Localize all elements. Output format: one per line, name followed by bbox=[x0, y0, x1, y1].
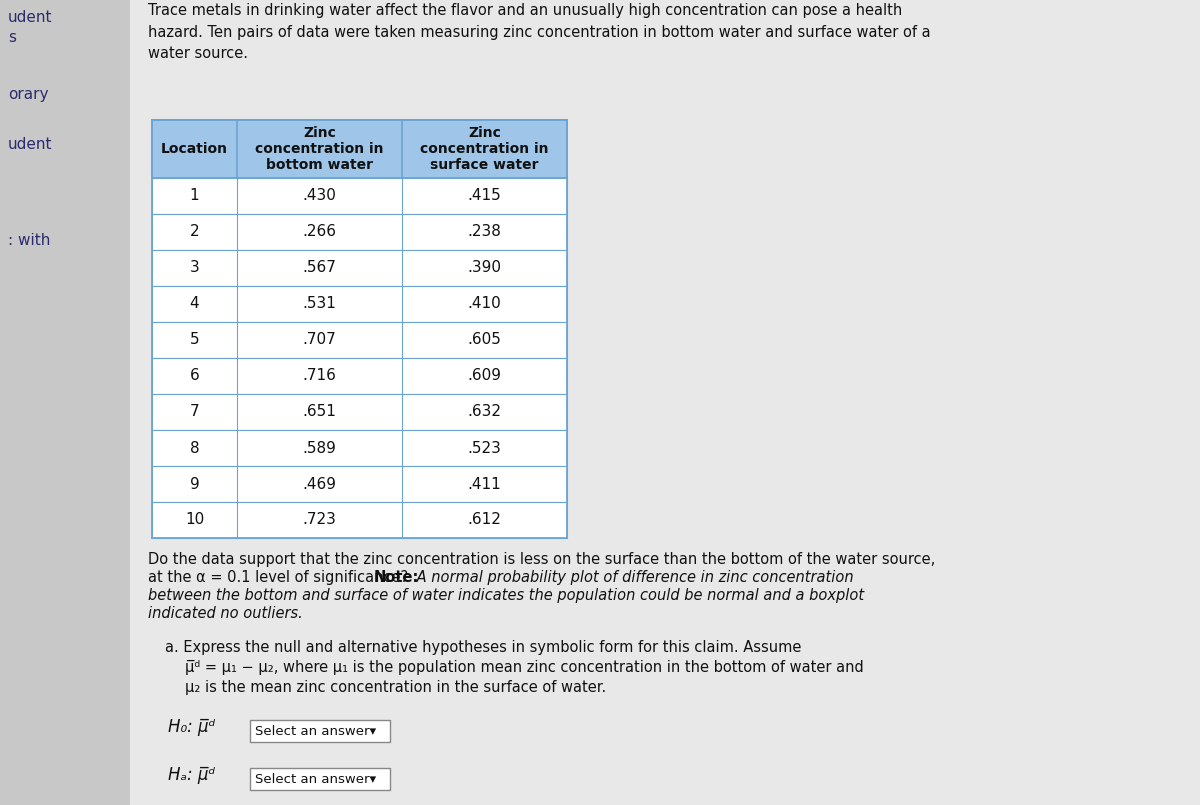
Text: between the bottom and surface of water indicates the population could be normal: between the bottom and surface of water … bbox=[148, 588, 864, 603]
Text: .415: .415 bbox=[468, 188, 502, 204]
Text: udent: udent bbox=[8, 137, 53, 152]
Text: Hₐ: μ̅ᵈ: Hₐ: μ̅ᵈ bbox=[168, 766, 215, 784]
Text: at the α = 0.1 level of significance?: at the α = 0.1 level of significance? bbox=[148, 570, 413, 585]
Bar bbox=[152, 466, 568, 502]
Text: .238: .238 bbox=[468, 225, 502, 240]
Text: .469: .469 bbox=[302, 477, 336, 492]
Text: 1: 1 bbox=[190, 188, 199, 204]
Text: Zinc
concentration in
bottom water: Zinc concentration in bottom water bbox=[256, 126, 384, 172]
Text: Zinc
concentration in
surface water: Zinc concentration in surface water bbox=[420, 126, 548, 172]
Text: 4: 4 bbox=[190, 296, 199, 312]
Text: .531: .531 bbox=[302, 296, 336, 312]
Text: 9: 9 bbox=[190, 477, 199, 492]
Text: .266: .266 bbox=[302, 225, 336, 240]
Text: .410: .410 bbox=[468, 296, 502, 312]
Text: indicated no outliers.: indicated no outliers. bbox=[148, 606, 302, 621]
Text: orary: orary bbox=[8, 87, 48, 102]
Bar bbox=[152, 214, 568, 250]
Text: H₀: μ̅ᵈ: H₀: μ̅ᵈ bbox=[168, 718, 215, 736]
Text: .612: .612 bbox=[468, 513, 502, 527]
Bar bbox=[0, 0, 130, 805]
Text: .430: .430 bbox=[302, 188, 336, 204]
Text: 5: 5 bbox=[190, 332, 199, 348]
Text: .567: .567 bbox=[302, 261, 336, 275]
Bar bbox=[152, 250, 568, 286]
Bar bbox=[152, 322, 568, 358]
Bar bbox=[250, 768, 390, 790]
Text: .723: .723 bbox=[302, 513, 336, 527]
Text: 10: 10 bbox=[185, 513, 204, 527]
Text: μ₂ is the mean zinc concentration in the surface of water.: μ₂ is the mean zinc concentration in the… bbox=[185, 680, 606, 695]
Text: .632: .632 bbox=[468, 404, 502, 419]
Text: Do the data support that the zinc concentration is less on the surface than the : Do the data support that the zinc concen… bbox=[148, 552, 935, 567]
Text: .411: .411 bbox=[468, 477, 502, 492]
Bar bbox=[152, 394, 568, 430]
Text: : with: : with bbox=[8, 233, 50, 248]
Text: Select an answer▾: Select an answer▾ bbox=[256, 724, 376, 737]
Text: Select an answer▾: Select an answer▾ bbox=[256, 773, 376, 786]
Text: .523: .523 bbox=[468, 440, 502, 456]
Text: .707: .707 bbox=[302, 332, 336, 348]
Text: udent: udent bbox=[8, 10, 53, 25]
Bar bbox=[152, 502, 568, 538]
Bar bbox=[152, 358, 568, 394]
Text: A normal probability plot of difference in zinc concentration: A normal probability plot of difference … bbox=[412, 570, 853, 585]
Text: .609: .609 bbox=[468, 369, 502, 383]
Bar bbox=[250, 720, 390, 742]
Text: .605: .605 bbox=[468, 332, 502, 348]
Bar bbox=[152, 178, 568, 214]
Bar bbox=[152, 286, 568, 322]
Text: a. Express the null and alternative hypotheses in symbolic form for this claim. : a. Express the null and alternative hypo… bbox=[166, 640, 802, 655]
Text: Location: Location bbox=[161, 142, 228, 156]
Bar bbox=[152, 430, 568, 466]
Text: .716: .716 bbox=[302, 369, 336, 383]
Text: .651: .651 bbox=[302, 404, 336, 419]
Text: μ̅ᵈ = μ₁ − μ₂, where μ₁ is the population mean zinc concentration in the bottom : μ̅ᵈ = μ₁ − μ₂, where μ₁ is the populatio… bbox=[185, 660, 864, 675]
Text: Note:: Note: bbox=[374, 570, 419, 585]
Bar bbox=[152, 120, 568, 178]
Text: 8: 8 bbox=[190, 440, 199, 456]
Text: 6: 6 bbox=[190, 369, 199, 383]
Text: 2: 2 bbox=[190, 225, 199, 240]
Text: .390: .390 bbox=[468, 261, 502, 275]
Text: s: s bbox=[8, 30, 16, 45]
Text: 3: 3 bbox=[190, 261, 199, 275]
Text: 7: 7 bbox=[190, 404, 199, 419]
Text: .589: .589 bbox=[302, 440, 336, 456]
Text: Trace metals in drinking water affect the flavor and an unusually high concentra: Trace metals in drinking water affect th… bbox=[148, 3, 931, 61]
